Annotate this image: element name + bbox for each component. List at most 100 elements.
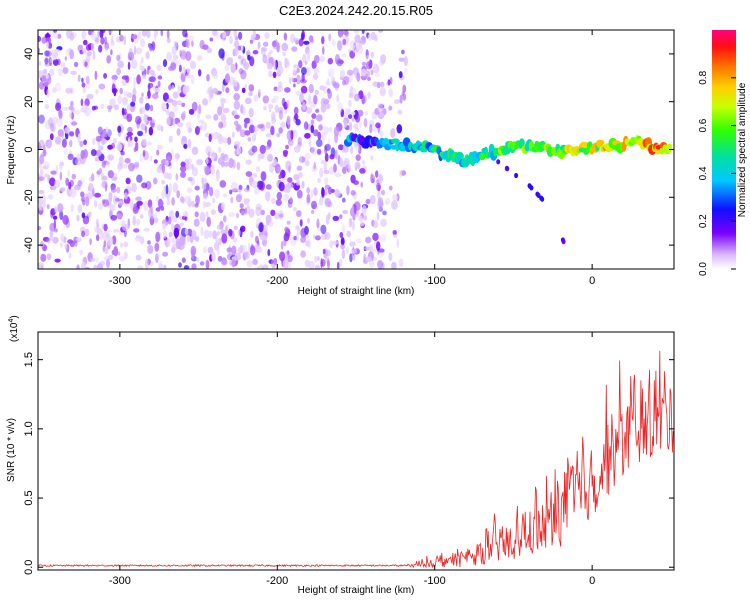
noise-blob — [186, 187, 193, 193]
noise-blob — [217, 146, 222, 154]
noise-blob — [166, 30, 170, 39]
noise-blob — [133, 45, 137, 56]
noise-blob — [372, 63, 380, 74]
noise-blob — [348, 217, 353, 228]
noise-blob — [354, 161, 361, 169]
noise-blob — [179, 215, 183, 221]
noise-blob — [226, 57, 234, 66]
noise-blob — [194, 236, 200, 242]
noise-blob — [304, 152, 311, 160]
noise-blob — [296, 67, 300, 74]
noise-blob — [85, 196, 90, 207]
noise-blob — [377, 111, 385, 120]
noise-blob — [44, 62, 50, 67]
noise-blob — [304, 259, 311, 268]
noise-blob — [110, 214, 118, 221]
noise-blob — [53, 219, 57, 229]
noise-blob — [310, 124, 315, 134]
noise-blob — [221, 111, 225, 119]
noise-blob — [191, 101, 198, 112]
noise-blob — [59, 242, 63, 248]
noise-blob — [327, 259, 330, 269]
noise-blob — [194, 185, 200, 191]
noise-blob — [176, 122, 184, 128]
noise-blob — [149, 69, 155, 76]
noise-blob — [124, 157, 131, 164]
noise-blob — [362, 94, 367, 104]
noise-blob — [39, 203, 42, 213]
noise-blob — [348, 164, 352, 173]
noise-blob — [44, 50, 50, 57]
noise-blob — [399, 94, 403, 104]
noise-blob — [393, 99, 401, 104]
noise-blob — [158, 263, 165, 269]
noise-blob — [155, 231, 161, 243]
noise-blob — [179, 222, 184, 227]
noise-blob — [231, 245, 237, 256]
noise-blob — [176, 190, 180, 199]
noise-blob — [129, 199, 134, 210]
colorbar-ticks: 0.0 0.2 0.4 0.6 0.8 — [698, 70, 736, 276]
noise-blob — [328, 212, 331, 220]
noise-blob — [144, 259, 149, 269]
noise-blob — [291, 76, 294, 83]
noise-blob — [166, 156, 171, 161]
noise-blob — [54, 228, 58, 233]
noise-blob — [152, 93, 159, 100]
noise-blob — [322, 46, 325, 55]
noise-blob — [158, 260, 163, 269]
noise-blob — [65, 177, 70, 186]
noise-blob — [387, 79, 391, 86]
noise-blob — [376, 81, 381, 89]
noise-blob — [277, 81, 283, 89]
noise-blob — [304, 132, 311, 139]
noise-blob — [314, 256, 317, 263]
noise-blob — [296, 210, 302, 218]
noise-blob — [88, 182, 94, 192]
noise-blob — [70, 100, 74, 108]
noise-blob — [323, 99, 329, 105]
noise-blob — [306, 107, 313, 114]
noise-blob — [307, 94, 312, 105]
noise-blob — [123, 35, 127, 46]
noise-blob — [104, 42, 110, 51]
noise-blob — [253, 130, 258, 136]
noise-blob — [272, 71, 277, 79]
noise-blob — [129, 140, 134, 148]
noise-blob — [342, 209, 348, 215]
noise-blob — [117, 163, 121, 173]
noise-blob — [276, 42, 280, 53]
noise-blob — [181, 102, 186, 108]
noise-blob — [273, 86, 278, 92]
noise-blob — [86, 93, 94, 100]
noise-blob — [173, 40, 178, 48]
noise-blob — [380, 54, 387, 64]
noise-blob — [236, 145, 242, 156]
noise-blob — [38, 210, 43, 215]
noise-blob — [101, 30, 106, 34]
noise-blob — [38, 81, 45, 90]
noise-blob — [243, 187, 250, 193]
noise-blob — [351, 117, 355, 122]
noise-blob — [104, 246, 109, 255]
noise-blob — [356, 238, 362, 244]
noise-blob — [243, 198, 251, 203]
noise-blob — [96, 234, 100, 242]
noise-blob — [183, 265, 190, 269]
noise-blob — [214, 188, 220, 199]
noise-blob — [140, 65, 145, 72]
noise-blob — [300, 79, 307, 84]
noise-blob — [278, 181, 285, 192]
noise-blob — [212, 87, 219, 95]
noise-blob — [137, 130, 144, 137]
noise-blob — [232, 237, 238, 243]
noise-blob — [107, 129, 112, 138]
noise-blob — [324, 177, 329, 186]
noise-blob — [163, 264, 167, 269]
noise-blob — [186, 235, 191, 243]
noise-blob — [251, 145, 258, 153]
noise-blob — [180, 171, 186, 178]
noise-blob — [299, 92, 304, 103]
noise-blob — [188, 138, 192, 149]
noise-blob — [391, 200, 398, 210]
